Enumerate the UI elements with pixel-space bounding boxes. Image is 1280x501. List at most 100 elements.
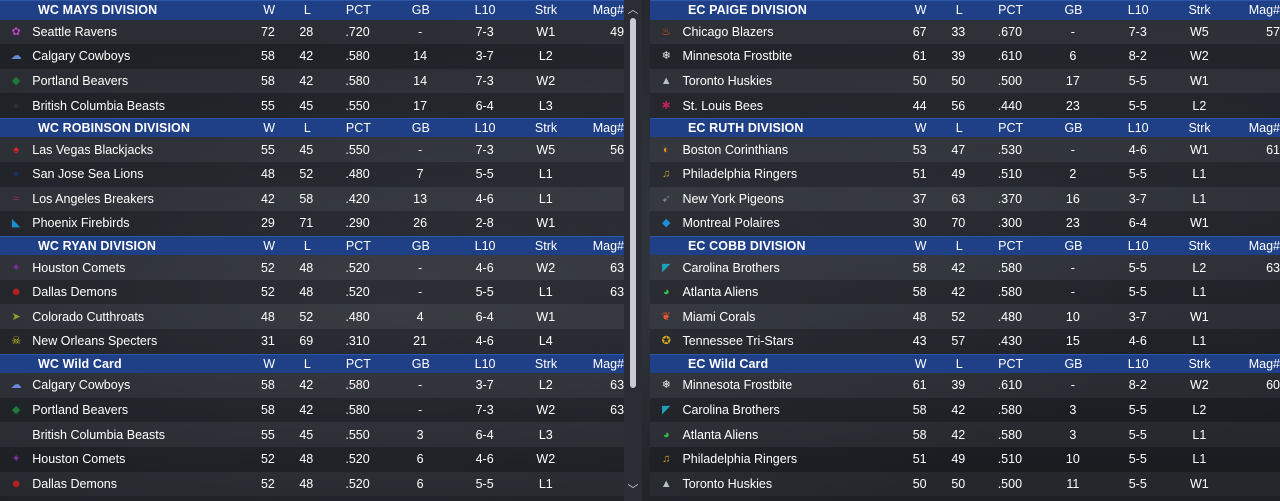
team-name[interactable]: Dallas Demons	[32, 285, 118, 300]
team-name[interactable]: Dallas Demons	[32, 476, 118, 491]
column-header-l[interactable]: L	[955, 356, 963, 371]
scroll-up-icon[interactable]: ︿	[627, 4, 639, 16]
team-row[interactable]: ◤ Carolina Brothers 58 42 .580 3 5-5 L2	[650, 397, 1280, 423]
team-row[interactable]: ◐ Boston Corinthians 53 47 .530 - 4-6 W1 61	[650, 137, 1280, 162]
column-header-strk[interactable]: Strk	[1188, 3, 1211, 18]
column-header-mag[interactable]: Mag#	[1248, 239, 1280, 253]
column-header-w[interactable]: W	[914, 239, 927, 253]
column-header-pct[interactable]: PCT	[345, 356, 371, 371]
column-header-pct[interactable]: PCT	[998, 239, 1024, 253]
column-header-l10[interactable]: L10	[474, 356, 496, 371]
team-row[interactable]: ≈ Los Angeles Breakers 42 58 .420 13 4-6 L1	[0, 187, 624, 212]
column-header-l[interactable]: L	[955, 121, 963, 136]
column-header-pct[interactable]: PCT	[998, 3, 1024, 18]
column-header-strk[interactable]: Strk	[534, 3, 558, 18]
column-header-l[interactable]: L	[303, 3, 311, 18]
team-row[interactable]: ✪ Tennessee Tri-Stars 43 57 .430 15 4-6 L1	[650, 329, 1280, 354]
team-name[interactable]: Minnesota Frostbite	[682, 49, 793, 64]
team-name[interactable]: Calgary Cowboys	[32, 378, 131, 393]
team-name[interactable]: St. Louis Bees	[682, 98, 764, 113]
team-name[interactable]: Atlanta Aliens	[682, 285, 759, 300]
team-row[interactable]: ♫ Philadelphia Ringers 51 49 .510 2 5-5 L1	[650, 161, 1280, 187]
column-header-w[interactable]: W	[914, 356, 927, 371]
team-row[interactable]: ◤ Carolina Brothers 58 42 .580 - 5-5 L2 63	[650, 255, 1280, 280]
team-row[interactable]: ✦ Houston Comets 52 48 .520 6 4-6 W2	[0, 446, 624, 472]
column-header-l10[interactable]: L10	[474, 239, 496, 253]
column-header-l[interactable]: L	[303, 356, 311, 371]
team-row[interactable]: ☁ Calgary Cowboys 58 42 .580 14 3-7 L2	[0, 44, 624, 69]
team-name[interactable]: Carolina Brothers	[682, 403, 780, 418]
column-header-w[interactable]: W	[914, 3, 927, 18]
team-row[interactable]: ☻ Dallas Demons 52 48 .520 - 5-5 L1 63	[0, 279, 624, 305]
team-row[interactable]: ❄ Minnesota Frostbite 61 39 .610 - 8-2 W2 60	[650, 373, 1280, 398]
team-row[interactable]: ◣ Phoenix Firebirds 29 71 .290 26 2-8 W1	[0, 211, 624, 236]
team-row[interactable]: ● British Columbia Beasts 55 45 .550 3 6-4 L3	[0, 422, 624, 447]
team-name[interactable]: Houston Comets	[32, 452, 126, 467]
column-header-pct[interactable]: PCT	[345, 239, 371, 253]
team-name[interactable]: Philadelphia Ringers	[682, 167, 798, 182]
column-header-gb[interactable]: GB	[411, 356, 430, 371]
team-row[interactable]: ♫ Philadelphia Ringers 51 49 .510 10 5-5 L1	[650, 446, 1280, 472]
column-header-pct[interactable]: PCT	[998, 121, 1024, 136]
column-header-mag[interactable]: Mag#	[1248, 121, 1280, 136]
column-header-pct[interactable]: PCT	[998, 356, 1024, 371]
team-name[interactable]: Miami Corals	[682, 309, 756, 324]
column-header-w[interactable]: W	[914, 121, 927, 136]
column-header-l10[interactable]: L10	[1127, 121, 1149, 136]
team-row[interactable]: ➤ Colorado Cutthroats 48 52 .480 4 6-4 W1	[0, 304, 624, 329]
column-header-strk[interactable]: Strk	[1188, 121, 1211, 136]
column-header-strk[interactable]: Strk	[534, 356, 558, 371]
column-header-strk[interactable]: Strk	[534, 121, 558, 136]
team-name[interactable]: New York Pigeons	[682, 191, 784, 206]
column-header-gb[interactable]: GB	[411, 239, 430, 253]
team-name[interactable]: Tennessee Tri-Stars	[682, 334, 794, 349]
team-row[interactable]: ☻ Dallas Demons 52 48 .520 6 5-5 L1	[0, 472, 624, 497]
column-header-strk[interactable]: Strk	[1188, 239, 1211, 253]
column-header-w[interactable]: W	[263, 239, 275, 253]
column-header-l10[interactable]: L10	[1127, 3, 1149, 18]
column-header-gb[interactable]: GB	[1064, 239, 1083, 253]
team-row[interactable]: ✿ Seattle Ravens 72 28 .720 - 7-3 W1 49	[0, 20, 625, 45]
column-header-strk[interactable]: Strk	[534, 239, 558, 253]
column-header-gb[interactable]: GB	[1064, 121, 1083, 136]
team-name[interactable]: Philadelphia Ringers	[682, 452, 798, 467]
team-name[interactable]: Houston Comets	[32, 260, 126, 275]
column-header-l10[interactable]: L10	[1127, 239, 1149, 253]
column-header-mag[interactable]: Mag#	[592, 356, 624, 371]
team-row[interactable]: ♨ Chicago Blazers 67 33 .670 - 7-3 W5 57	[650, 20, 1280, 45]
column-header-l10[interactable]: L10	[474, 3, 496, 18]
team-row[interactable]: ✱ St. Louis Bees 44 56 .440 23 5-5 L2	[650, 93, 1280, 118]
team-row[interactable]: ● British Columbia Beasts 55 45 .550 17 6-4 L3	[0, 93, 624, 118]
column-header-mag[interactable]: Mag#	[592, 3, 624, 18]
column-header-mag[interactable]: Mag#	[1248, 356, 1280, 371]
column-header-mag[interactable]: Mag#	[1248, 3, 1280, 18]
team-name[interactable]: British Columbia Beasts	[32, 427, 165, 442]
team-name[interactable]: Montreal Polaires	[682, 216, 780, 231]
column-header-gb[interactable]: GB	[1064, 356, 1083, 371]
team-row[interactable]: ☁ Calgary Cowboys 58 42 .580 - 3-7 L2 63	[0, 373, 624, 398]
scrollbar[interactable]: ︿ ﹀	[624, 0, 642, 501]
column-header-l[interactable]: L	[303, 239, 311, 253]
team-name[interactable]: New Orleans Specters	[32, 334, 158, 349]
team-row[interactable]: ☠ New Orleans Specters 31 69 .310 21 4-6 L4	[0, 329, 624, 354]
team-name[interactable]: Seattle Ravens	[32, 24, 118, 39]
team-name[interactable]: British Columbia Beasts	[32, 98, 165, 113]
team-row[interactable]: ◕ Atlanta Aliens 58 42 .580 - 5-5 L1	[650, 279, 1280, 305]
team-row[interactable]: ➹ New York Pigeons 37 63 .370 16 3-7 L1	[650, 187, 1280, 212]
column-header-w[interactable]: W	[263, 121, 275, 136]
column-header-strk[interactable]: Strk	[1188, 356, 1211, 371]
team-row[interactable]: ▲ Toronto Huskies 50 50 .500 17 5-5 W1	[650, 69, 1280, 94]
column-header-l[interactable]: L	[955, 3, 963, 18]
column-header-pct[interactable]: PCT	[345, 121, 371, 136]
team-name[interactable]: San Jose Sea Lions	[32, 167, 144, 182]
column-header-w[interactable]: W	[263, 356, 275, 371]
team-name[interactable]: Minnesota Frostbite	[682, 378, 793, 393]
column-header-mag[interactable]: Mag#	[592, 239, 624, 253]
team-row[interactable]: ◆ Portland Beavers 58 42 .580 - 7-3 W2 63	[0, 397, 624, 423]
team-name[interactable]: Atlanta Aliens	[682, 427, 759, 442]
column-header-gb[interactable]: GB	[411, 121, 430, 136]
column-header-l[interactable]: L	[955, 239, 963, 253]
column-header-mag[interactable]: Mag#	[592, 121, 624, 136]
team-name[interactable]: Portland Beavers	[32, 403, 129, 418]
scrollbar-thumb[interactable]	[630, 18, 636, 388]
